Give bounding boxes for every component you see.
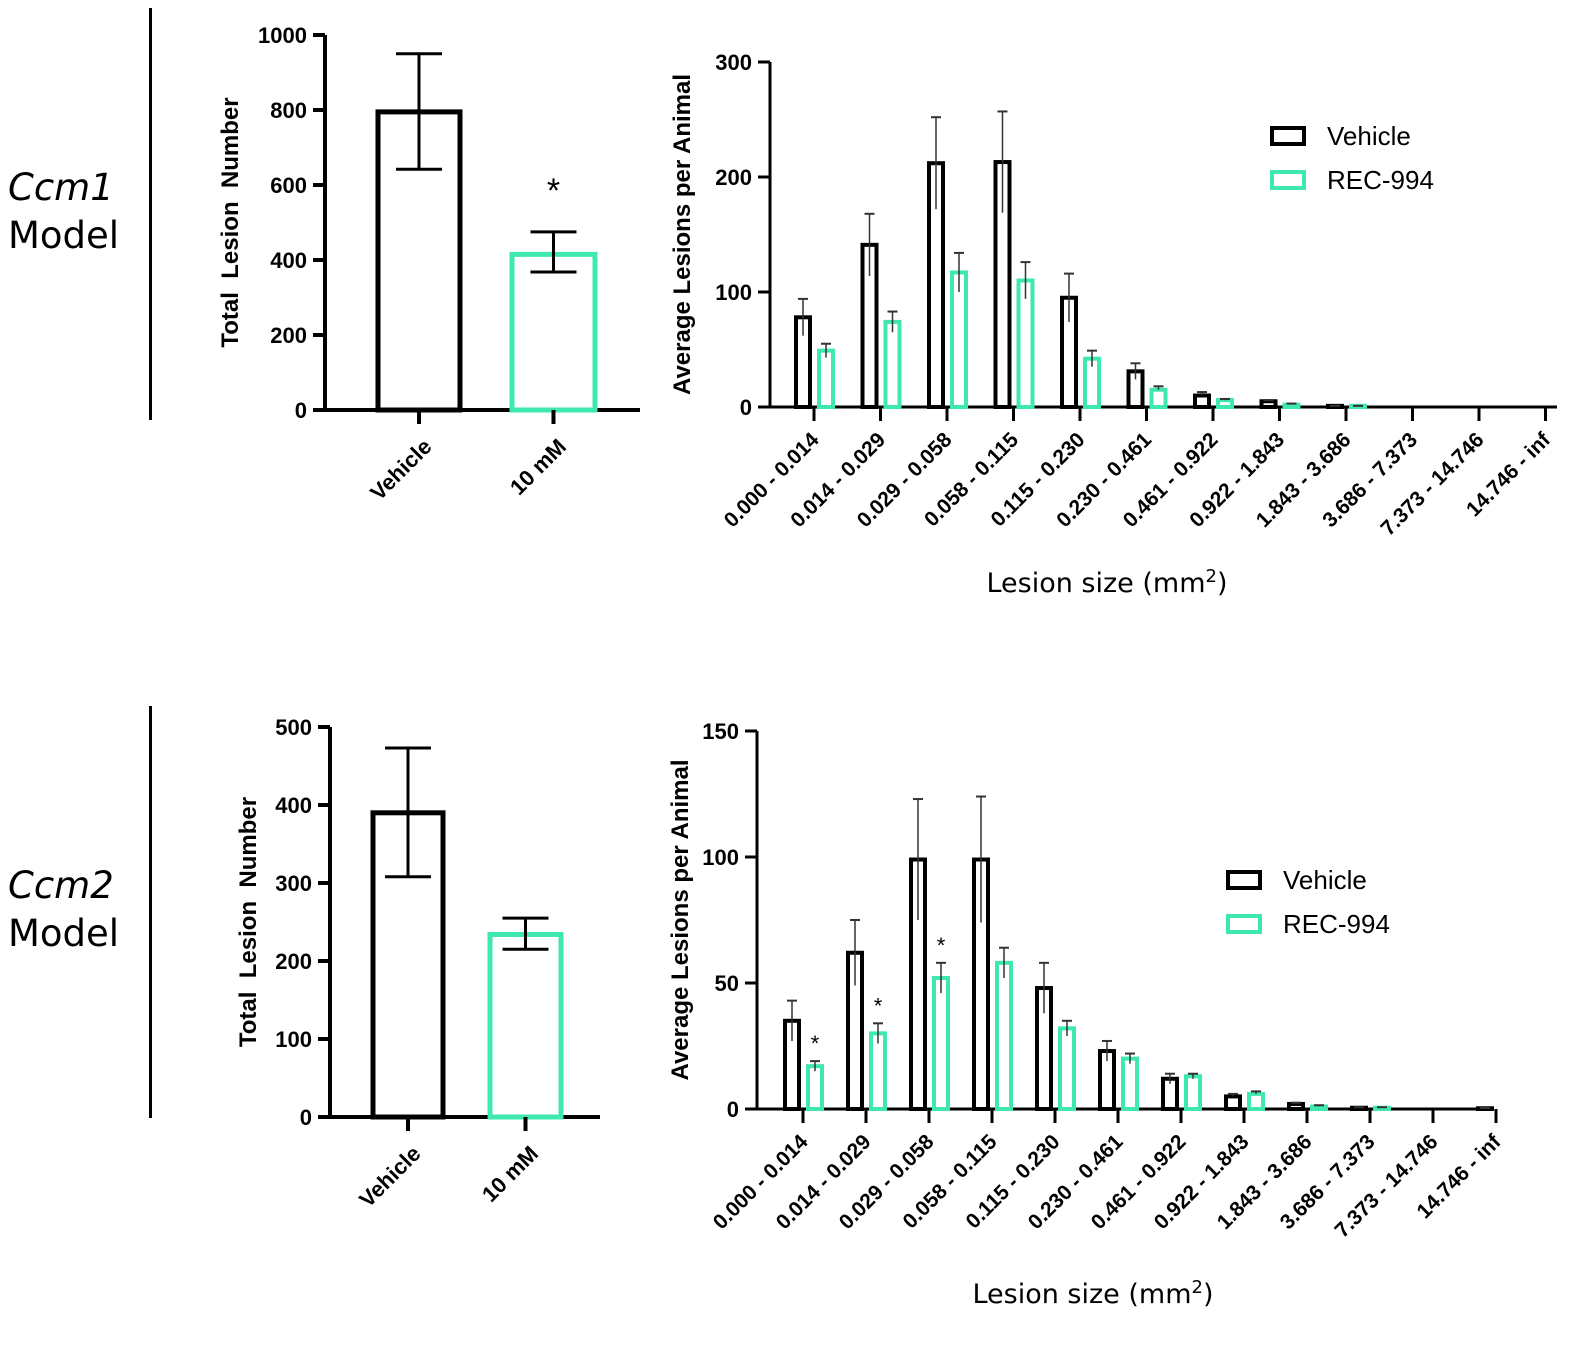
x-axis-label: Lesion size (mm2): [986, 566, 1227, 599]
bar-rec-994-3: [995, 960, 1013, 1112]
y-tick-label: 600: [270, 173, 307, 198]
y-tick-label: 100: [275, 1027, 312, 1052]
row-divider-ccm2: [149, 706, 152, 1118]
row-label-ccm2: Ccm2 Model: [8, 862, 119, 958]
legend-swatch-rec-994: [1226, 914, 1262, 934]
legend-label: REC-994: [1327, 165, 1434, 195]
y-tick-label: 0: [300, 1105, 312, 1130]
significance-asterisk: *: [547, 172, 560, 210]
y-tick-label: 800: [270, 98, 307, 123]
y-tick-label: 200: [275, 949, 312, 974]
bar-rec-994-6: [1184, 1074, 1202, 1111]
bar-10-mm: [487, 931, 564, 1120]
x-tick-label: Vehicle: [365, 434, 436, 505]
bar-rec-994-8: [1310, 1104, 1328, 1111]
x-tick-label: 10 mM: [477, 1141, 543, 1207]
bar-rec-994-7: [1282, 402, 1301, 410]
x-tick-label: 10 mM: [505, 434, 571, 500]
y-tick-label: 300: [715, 50, 752, 75]
bar-10-mm: [509, 251, 598, 413]
y-axis-label: Total Lesion Number: [235, 797, 262, 1047]
bar-vehicle-7: [1259, 399, 1278, 409]
row-divider-ccm1: [149, 8, 152, 420]
x-tick-label: Vehicle: [354, 1141, 425, 1212]
y-tick-label: 200: [270, 323, 307, 348]
legend-label: Vehicle: [1327, 121, 1411, 151]
y-tick-label: 150: [702, 719, 739, 744]
y-tick-label: 0: [295, 398, 307, 423]
y-axis-label: Average Lesions per Animal: [669, 74, 696, 395]
y-axis-label: Average Lesions per Animal: [667, 760, 694, 1081]
y-tick-label: 400: [270, 248, 307, 273]
y-tick-label: 500: [275, 715, 312, 740]
significance-asterisk: *: [874, 993, 883, 1018]
model-name: Ccm1: [8, 166, 114, 209]
legend-label: Vehicle: [1283, 865, 1367, 895]
x-axis-label: Lesion size (mm2): [972, 1277, 1213, 1310]
bar-rec-994-7: [1247, 1091, 1265, 1112]
y-tick-label: 100: [715, 280, 752, 305]
bar-rec-994-1: [883, 319, 902, 409]
bar-vehicle-7: [1224, 1094, 1242, 1112]
significance-asterisk: *: [811, 1031, 820, 1056]
bar-rec-994-6: [1216, 398, 1234, 410]
legend-swatch-vehicle: [1270, 126, 1306, 146]
bar-rec-994-4: [1058, 1026, 1076, 1111]
legend-swatch-vehicle: [1226, 870, 1262, 890]
legend-swatch-rec-994: [1270, 170, 1306, 190]
model-word: Model: [8, 912, 120, 955]
model-word: Model: [8, 214, 120, 257]
y-tick-label: 0: [740, 395, 752, 420]
significance-asterisk: *: [937, 933, 946, 958]
bar-rec-994-2: [950, 270, 968, 410]
y-tick-label: 300: [275, 871, 312, 896]
bar-rec-994-2: [932, 975, 950, 1112]
bar-rec-994-3: [1016, 278, 1035, 409]
bar-rec-994-5: [1121, 1056, 1139, 1111]
bar-rec-994-0: [806, 1064, 824, 1112]
model-name: Ccm2: [8, 864, 114, 907]
bar-rec-994-0: [817, 348, 835, 409]
bar-rec-994-5: [1149, 387, 1168, 409]
y-tick-label: 1000: [258, 23, 307, 48]
row-label-ccm1: Ccm1 Model: [8, 164, 119, 260]
bar-rec-994-1: [869, 1031, 887, 1112]
y-tick-label: 0: [727, 1097, 739, 1122]
legend-label: REC-994: [1283, 909, 1390, 939]
y-tick-label: 400: [275, 793, 312, 818]
bar-vehicle-8: [1287, 1101, 1305, 1111]
y-tick-label: 50: [715, 971, 739, 996]
y-tick-label: 100: [702, 845, 739, 870]
bar-vehicle-6: [1193, 393, 1211, 409]
y-axis-label: Total Lesion Number: [217, 97, 244, 347]
y-tick-label: 200: [715, 165, 752, 190]
